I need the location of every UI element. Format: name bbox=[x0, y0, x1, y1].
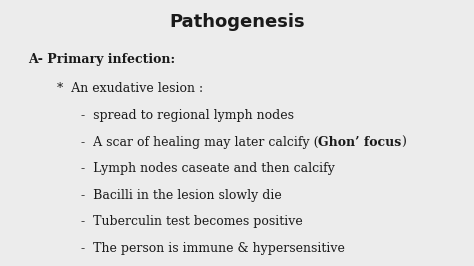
Text: ): ) bbox=[401, 136, 406, 149]
Text: A- Primary infection:: A- Primary infection: bbox=[28, 53, 175, 66]
Text: -  Tuberculin test becomes positive: - Tuberculin test becomes positive bbox=[81, 215, 302, 228]
Text: -  Lymph nodes caseate and then calcify: - Lymph nodes caseate and then calcify bbox=[81, 162, 335, 175]
Text: -  Bacilli in the lesion slowly die: - Bacilli in the lesion slowly die bbox=[81, 189, 282, 202]
Text: Pathogenesis: Pathogenesis bbox=[169, 13, 305, 31]
Text: -  The person is immune & hypersensitive: - The person is immune & hypersensitive bbox=[81, 242, 345, 255]
Text: -  A scar of healing may later calcify (: - A scar of healing may later calcify ( bbox=[81, 136, 318, 149]
Text: Ghon’ focus: Ghon’ focus bbox=[318, 136, 401, 149]
Text: *  An exudative lesion :: * An exudative lesion : bbox=[57, 82, 203, 95]
Text: -  spread to regional lymph nodes: - spread to regional lymph nodes bbox=[81, 109, 293, 122]
